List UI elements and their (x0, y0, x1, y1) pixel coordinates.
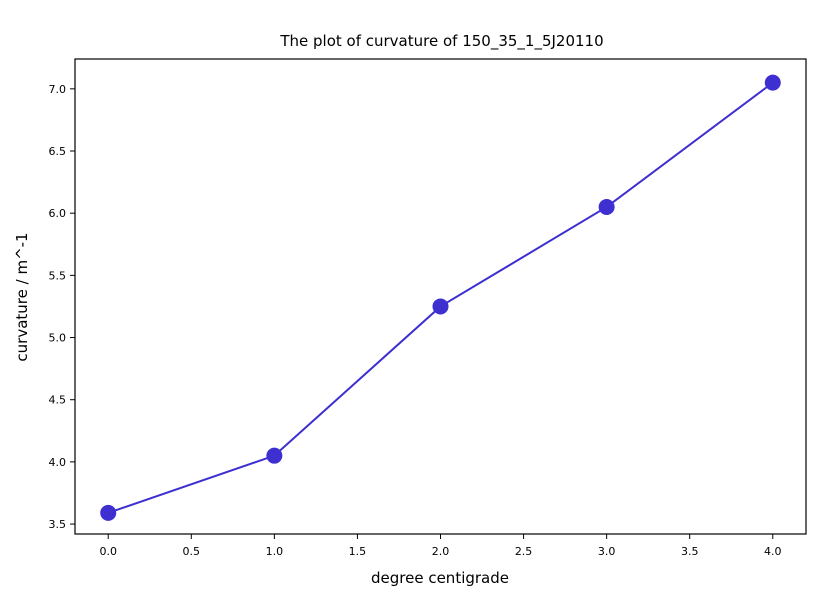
data-point (266, 447, 283, 464)
y-tick-label: 6.5 (49, 145, 67, 158)
y-tick-label: 4.0 (49, 456, 67, 469)
x-tick-label: 2.0 (432, 545, 450, 558)
data-point (432, 298, 449, 315)
data-point (764, 74, 781, 91)
data-point (598, 198, 615, 215)
chart-title: The plot of curvature of 150_35_1_5J2011… (279, 32, 603, 51)
y-axis: 3.5 4.0 4.5 5.0 5.5 6.0 6.5 7.0 (49, 83, 75, 531)
y-tick-label: 5.5 (49, 269, 67, 282)
y-tick-label: 6.0 (49, 207, 67, 220)
x-tick-label: 0.5 (183, 545, 201, 558)
y-tick-label: 3.5 (49, 518, 67, 531)
x-tick-label: 2.5 (515, 545, 533, 558)
x-tick-label: 0.0 (99, 545, 117, 558)
y-tick-label: 5.0 (49, 332, 67, 345)
x-tick-label: 3.0 (598, 545, 616, 558)
x-tick-label: 4.0 (764, 545, 782, 558)
data-point (100, 504, 117, 521)
x-axis: 0.0 0.5 1.0 1.5 2.0 2.5 3.0 3.5 4.0 (99, 534, 782, 558)
plot-area (74, 58, 807, 535)
series-line (107, 81, 774, 514)
x-tick-label: 1.0 (266, 545, 284, 558)
y-tick-label: 4.5 (49, 394, 67, 407)
x-axis-label: degree centigrade (371, 569, 509, 587)
y-axis-label: curvature / m^-1 (13, 232, 31, 361)
y-tick-label: 7.0 (49, 83, 67, 96)
x-tick-label: 1.5 (349, 545, 367, 558)
x-tick-label: 3.5 (681, 545, 699, 558)
series-group (100, 74, 781, 521)
